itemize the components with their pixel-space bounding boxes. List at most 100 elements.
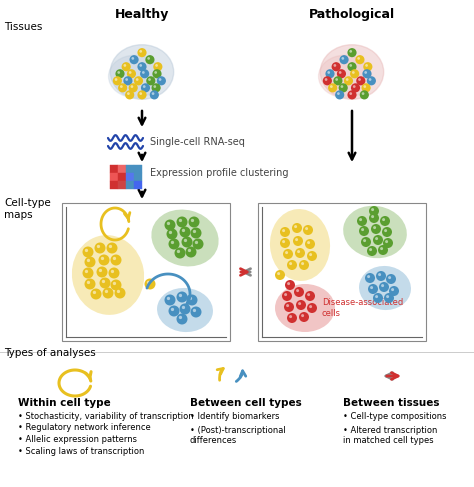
Circle shape — [301, 314, 304, 317]
Circle shape — [344, 76, 353, 85]
Circle shape — [118, 83, 127, 93]
Circle shape — [113, 282, 116, 285]
Bar — [134, 181, 142, 189]
Circle shape — [379, 282, 389, 292]
Circle shape — [157, 76, 166, 85]
Bar — [126, 165, 134, 173]
Circle shape — [282, 229, 285, 232]
Circle shape — [84, 279, 95, 289]
Text: Disease-associated
cells: Disease-associated cells — [322, 298, 403, 318]
Ellipse shape — [275, 284, 335, 332]
Circle shape — [386, 274, 396, 284]
Circle shape — [361, 237, 371, 247]
Circle shape — [102, 287, 113, 299]
Circle shape — [192, 239, 203, 249]
Circle shape — [101, 257, 104, 260]
Circle shape — [365, 71, 367, 74]
Circle shape — [360, 90, 369, 99]
Circle shape — [296, 289, 299, 292]
Circle shape — [118, 71, 120, 74]
Text: Pathological: Pathological — [309, 8, 395, 21]
Ellipse shape — [151, 209, 219, 266]
Circle shape — [115, 287, 126, 299]
Circle shape — [361, 228, 364, 231]
Circle shape — [367, 76, 376, 85]
Circle shape — [339, 71, 342, 74]
Circle shape — [305, 239, 315, 249]
Circle shape — [85, 270, 88, 273]
Circle shape — [164, 220, 175, 230]
Circle shape — [289, 262, 292, 265]
Circle shape — [373, 235, 383, 245]
Ellipse shape — [319, 56, 371, 97]
Text: • Identify biomarkers: • Identify biomarkers — [190, 412, 280, 421]
Circle shape — [352, 71, 355, 74]
Circle shape — [136, 78, 138, 81]
Circle shape — [168, 239, 180, 249]
Circle shape — [143, 85, 146, 88]
Ellipse shape — [109, 56, 161, 97]
Circle shape — [340, 85, 343, 88]
Circle shape — [188, 249, 191, 252]
Circle shape — [292, 223, 302, 233]
Circle shape — [338, 83, 348, 93]
Circle shape — [282, 291, 292, 301]
Circle shape — [323, 76, 332, 85]
Circle shape — [307, 241, 310, 244]
Circle shape — [182, 237, 192, 247]
Circle shape — [113, 76, 122, 85]
Circle shape — [383, 238, 393, 248]
Circle shape — [371, 208, 374, 211]
Circle shape — [282, 240, 285, 243]
Circle shape — [142, 71, 145, 74]
Circle shape — [335, 90, 344, 99]
Circle shape — [124, 64, 126, 67]
Circle shape — [295, 248, 305, 258]
Circle shape — [150, 90, 159, 99]
Text: • Regulatory network inference: • Regulatory network inference — [18, 424, 151, 432]
Circle shape — [307, 303, 317, 313]
Circle shape — [139, 50, 142, 53]
Bar — [134, 165, 142, 173]
Circle shape — [117, 290, 120, 293]
Circle shape — [115, 78, 118, 81]
Circle shape — [154, 85, 156, 88]
Circle shape — [285, 251, 288, 254]
Circle shape — [99, 255, 109, 265]
Circle shape — [125, 90, 134, 99]
Circle shape — [371, 224, 381, 234]
Circle shape — [195, 241, 198, 244]
Circle shape — [111, 270, 114, 273]
Circle shape — [353, 85, 356, 88]
Circle shape — [100, 278, 110, 288]
Bar — [118, 173, 126, 181]
Circle shape — [184, 239, 187, 242]
Circle shape — [179, 316, 182, 319]
Circle shape — [370, 286, 373, 289]
Circle shape — [179, 294, 182, 297]
Circle shape — [351, 83, 360, 93]
Circle shape — [82, 267, 93, 279]
Circle shape — [376, 271, 386, 281]
Bar — [258, 203, 426, 341]
Circle shape — [298, 302, 301, 305]
Circle shape — [97, 245, 100, 248]
Circle shape — [280, 238, 290, 248]
Bar — [110, 181, 118, 189]
Circle shape — [134, 76, 143, 85]
Circle shape — [341, 57, 344, 60]
Circle shape — [294, 225, 297, 228]
Circle shape — [284, 302, 294, 312]
Circle shape — [309, 253, 312, 256]
Circle shape — [380, 247, 383, 250]
Circle shape — [375, 295, 378, 298]
Circle shape — [307, 251, 317, 261]
Bar — [126, 181, 134, 189]
Circle shape — [102, 280, 105, 283]
Circle shape — [301, 262, 304, 265]
Circle shape — [381, 284, 384, 287]
Circle shape — [176, 217, 188, 227]
Circle shape — [155, 71, 157, 74]
Circle shape — [295, 238, 298, 241]
Ellipse shape — [110, 45, 173, 99]
